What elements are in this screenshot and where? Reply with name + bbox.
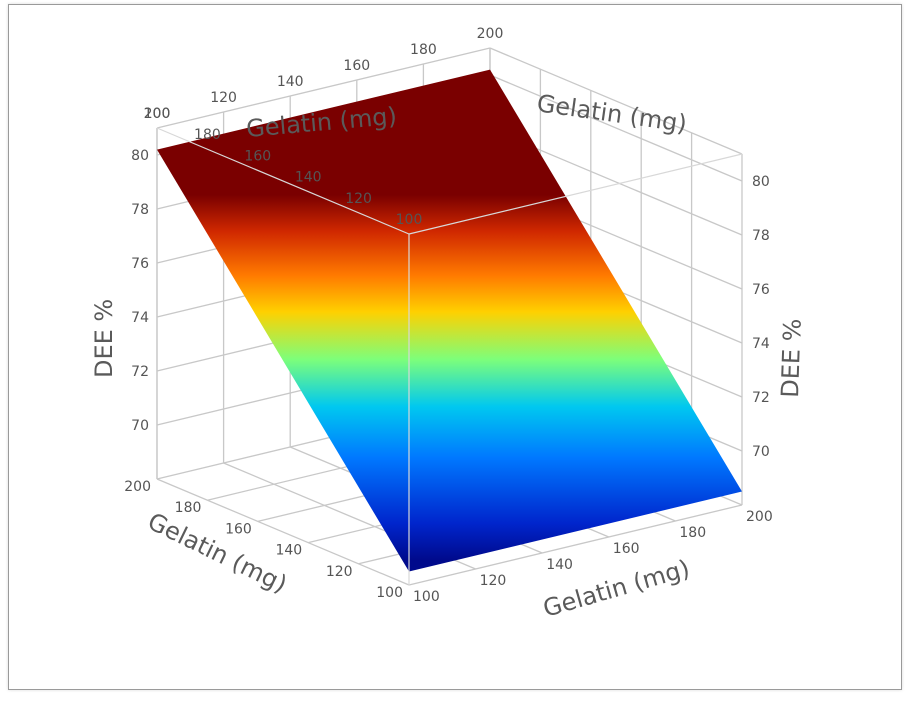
x-tick-label-front: 140 (546, 557, 573, 573)
x-tick-label-back: 180 (410, 42, 437, 58)
y-axis-title-front: Gelatin (mg) (143, 507, 291, 598)
surface (157, 69, 742, 572)
y-tick-label-back: 160 (244, 148, 271, 164)
x-tick-label-back: 160 (343, 58, 370, 74)
z-tick-label-left: 70 (131, 418, 149, 434)
z-tick-label-right: 70 (752, 444, 770, 460)
y-tick-label-back: 100 (396, 212, 423, 228)
y-tick-label-front: 120 (326, 564, 353, 580)
surface-plane (157, 69, 742, 572)
z-tick-label-right: 76 (752, 282, 770, 298)
grid-line-right-top (489, 47, 743, 155)
x-tick-label-back: 140 (277, 74, 304, 90)
tick-labels: 1001201401601802001001201401601802001001… (124, 26, 772, 605)
z-tick-label-left: 78 (131, 202, 149, 218)
z-tick-label-left: 72 (131, 364, 149, 380)
x-tick-label-back: 100 (144, 106, 171, 122)
grid-line-floor-x (156, 478, 410, 586)
z-tick-label-right: 72 (752, 390, 770, 406)
y-tick-label-front: 180 (175, 500, 202, 516)
y-tick-label-front: 200 (124, 479, 151, 495)
z-tick-label-right: 80 (752, 174, 770, 190)
y-tick-label-back: 140 (295, 170, 322, 186)
y-tick-label-back: 120 (345, 191, 372, 207)
z-tick-label-left: 80 (131, 148, 149, 164)
z-tick-label-right: 74 (752, 336, 770, 352)
grid-line-back-top (156, 47, 491, 129)
y-tick-label-back: 180 (194, 127, 221, 143)
y-tick-label-front: 100 (376, 585, 403, 601)
x-tick-label-front: 100 (413, 589, 440, 605)
x-axis-title-back: Gelatin (mg) (535, 89, 688, 138)
z-tick-label-left: 76 (131, 256, 149, 272)
y-tick-label-back: 200 (144, 106, 171, 122)
z-tick-label-right: 78 (752, 228, 770, 244)
y-tick-label-front: 140 (275, 543, 302, 559)
y-tick-label-front: 160 (225, 521, 252, 537)
z-axis-title-left: DEE % (90, 299, 118, 378)
x-tick-label-back: 120 (210, 90, 237, 106)
box-edge-line (156, 127, 410, 235)
x-tick-label-back: 200 (477, 26, 504, 42)
box-edge-line (408, 153, 743, 235)
x-tick-label-front: 180 (679, 525, 706, 541)
x-tick-label-front: 160 (613, 541, 640, 557)
surface-edges (156, 127, 743, 585)
z-axis-title-right: DEE % (776, 318, 807, 398)
x-tick-label-front: 120 (480, 573, 507, 589)
grid-line-floor-y (408, 504, 743, 586)
x-tick-label-front: 200 (746, 509, 773, 525)
z-tick-label-left: 74 (131, 310, 149, 326)
grid-line-right-z (489, 74, 743, 182)
